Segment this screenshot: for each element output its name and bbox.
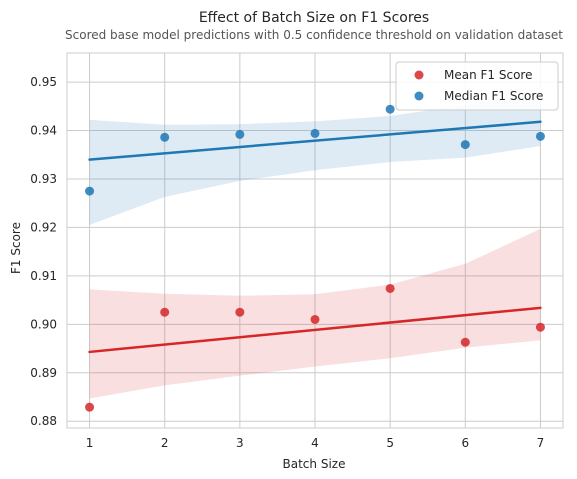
data-point-median bbox=[160, 132, 170, 142]
y-tick-label: 0.92 bbox=[30, 220, 57, 234]
data-point-median bbox=[85, 186, 95, 196]
data-point-mean bbox=[535, 322, 545, 332]
legend-box bbox=[395, 61, 559, 111]
data-point-mean bbox=[310, 314, 320, 324]
y-tick-labels: 0.88 0.89 0.90 0.91 0.92 0.93 0.94 0.95 bbox=[30, 75, 57, 428]
legend-marker-median bbox=[414, 91, 424, 101]
y-tick-label: 0.91 bbox=[30, 269, 57, 283]
y-tick-label: 0.94 bbox=[30, 124, 57, 138]
regression-line-mean bbox=[88, 306, 542, 354]
data-point-median bbox=[460, 140, 470, 150]
x-tick-label: 1 bbox=[86, 436, 94, 450]
legend-label-mean: Mean F1 Score bbox=[444, 68, 532, 82]
plot-frame bbox=[66, 52, 564, 429]
regression-lines bbox=[88, 120, 542, 354]
x-tick-label: 6 bbox=[461, 436, 469, 450]
legend-marker-mean bbox=[414, 70, 424, 80]
x-tick-label: 7 bbox=[537, 436, 545, 450]
x-axis-label: Batch Size bbox=[283, 457, 346, 471]
data-point-mean bbox=[385, 283, 395, 293]
data-point-median bbox=[235, 129, 245, 139]
confidence-band-median bbox=[89, 91, 541, 225]
data-point-median bbox=[310, 128, 320, 138]
chart-title: Effect of Batch Size on F1 Scores bbox=[199, 10, 429, 26]
chart-subtitle: Scored base model predictions with 0.5 c… bbox=[65, 28, 563, 42]
y-tick-label: 0.88 bbox=[30, 414, 57, 428]
legend-label-median: Median F1 Score bbox=[444, 89, 543, 103]
confidence-band-mean bbox=[89, 228, 541, 399]
data-point-median bbox=[535, 131, 545, 141]
data-point-mean bbox=[235, 307, 245, 317]
y-tick-label: 0.95 bbox=[30, 75, 57, 89]
y-axis-label: F1 Score bbox=[9, 222, 23, 274]
x-tick-label: 5 bbox=[386, 436, 394, 450]
x-tick-label: 3 bbox=[236, 436, 244, 450]
y-tick-label: 0.93 bbox=[30, 172, 57, 186]
data-point-mean bbox=[85, 402, 95, 412]
legend: Mean F1 Score Median F1 Score bbox=[395, 61, 559, 111]
regression-line-median bbox=[88, 120, 542, 161]
y-tick-label: 0.90 bbox=[30, 317, 57, 331]
confidence-bands bbox=[89, 91, 541, 399]
x-tick-label: 2 bbox=[161, 436, 169, 450]
data-points bbox=[85, 104, 545, 412]
x-tick-labels: 1 2 3 4 5 6 7 bbox=[86, 436, 545, 450]
data-point-mean bbox=[460, 337, 470, 347]
y-tick-label: 0.89 bbox=[30, 366, 57, 380]
data-point-median bbox=[385, 104, 395, 114]
data-point-mean bbox=[160, 307, 170, 317]
x-tick-label: 4 bbox=[311, 436, 319, 450]
